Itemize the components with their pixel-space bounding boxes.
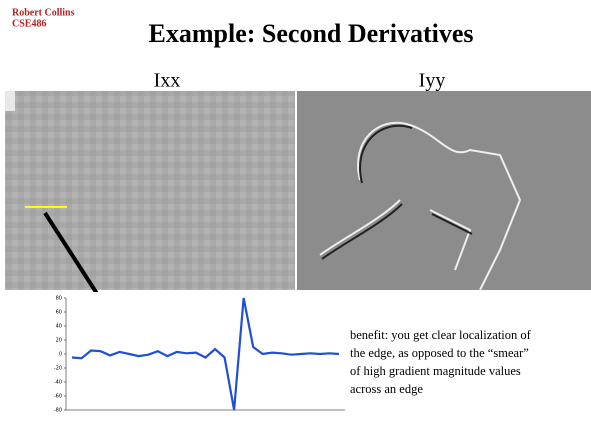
slide: Robert Collins CSE486 Example: Second De… [0,0,591,442]
slide-canvas: Robert Collins CSE486 Example: Second De… [0,0,591,442]
author: Robert Collins [12,7,75,18]
ixx-image-detail [5,91,15,111]
iyy-image [297,91,591,290]
y-tick-label: -60 [54,394,62,400]
course: CSE486 [12,18,46,29]
ixx-image [5,91,295,290]
y-tick-label: 20 [56,338,62,344]
y-tick-label: 0 [59,352,62,358]
annotation-line: across an edge [350,382,423,396]
y-tick-label: -20 [54,366,62,372]
y-tick-label: 60 [56,310,62,316]
y-tick-label: 80 [56,296,62,302]
annotation-line: the edge, as opposed to the “smear” [350,346,529,360]
annotation-line: of high gradient magnitude values [350,364,521,378]
image-label: Iyy [419,70,446,92]
image-label: Ixx [154,70,181,92]
y-tick-label: -80 [54,408,62,414]
annotation-line: benefit: you get clear localization of [350,328,532,342]
y-tick-label: 40 [56,324,62,330]
slide-title: Example: Second Derivatives [149,19,474,48]
plot-panel [58,292,348,442]
y-tick-label: -40 [54,380,62,386]
